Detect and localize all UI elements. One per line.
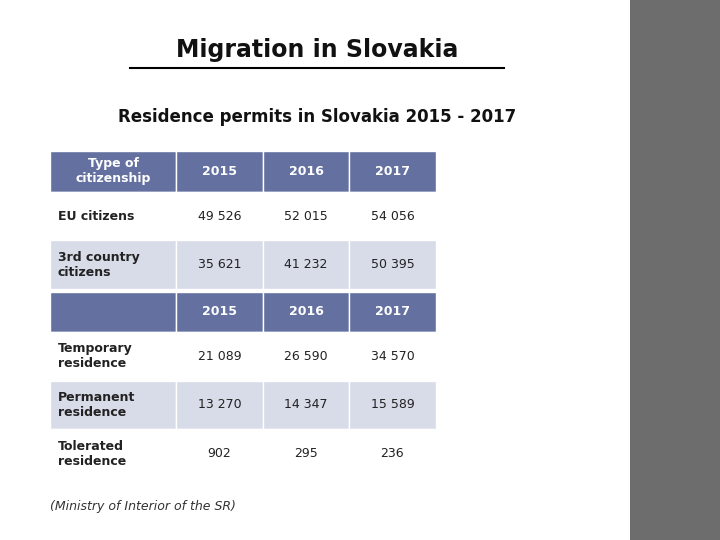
Bar [349, 292, 436, 332]
Text: 2016: 2016 [289, 305, 323, 319]
Bar [50, 381, 176, 429]
Text: 49 526: 49 526 [198, 210, 241, 222]
Bar [263, 240, 349, 289]
Text: 50 395: 50 395 [371, 258, 414, 271]
Bar [263, 332, 349, 381]
Bar [50, 240, 176, 289]
Text: Tolerated
residence: Tolerated residence [58, 440, 126, 468]
Text: Migration in Slovakia: Migration in Slovakia [176, 38, 458, 62]
Text: 35 621: 35 621 [198, 258, 241, 271]
Text: Type of
citizenship: Type of citizenship [76, 158, 151, 185]
Text: 21 089: 21 089 [198, 350, 241, 363]
Text: EU citizens: EU citizens [58, 210, 134, 222]
Text: 236: 236 [381, 447, 404, 460]
Bar [349, 240, 436, 289]
Bar [176, 192, 263, 240]
Text: 2016: 2016 [289, 165, 323, 178]
Text: 295: 295 [294, 447, 318, 460]
Text: 2017: 2017 [375, 305, 410, 319]
Text: 34 570: 34 570 [371, 350, 414, 363]
Text: 3rd country
citizens: 3rd country citizens [58, 251, 140, 279]
Bar [263, 192, 349, 240]
Bar [50, 429, 176, 478]
Bar [263, 381, 349, 429]
Bar [176, 332, 263, 381]
Text: 2017: 2017 [375, 165, 410, 178]
Text: Residence permits in Slovakia 2015 - 2017: Residence permits in Slovakia 2015 - 201… [117, 108, 516, 126]
Text: 902: 902 [208, 447, 231, 460]
Text: (Ministry of Interior of the SR): (Ministry of Interior of the SR) [50, 500, 236, 513]
Text: 54 056: 54 056 [371, 210, 414, 222]
Text: 15 589: 15 589 [371, 399, 414, 411]
Bar [50, 151, 176, 192]
Bar [176, 151, 263, 192]
Bar [263, 151, 349, 192]
Bar [349, 192, 436, 240]
Text: 13 270: 13 270 [198, 399, 241, 411]
Bar [176, 429, 263, 478]
Bar [349, 332, 436, 381]
Text: 2015: 2015 [202, 305, 237, 319]
Text: 26 590: 26 590 [284, 350, 328, 363]
Text: Temporary
residence: Temporary residence [58, 342, 132, 370]
Bar [349, 151, 436, 192]
Bar [263, 429, 349, 478]
Text: Permanent
residence: Permanent residence [58, 391, 135, 419]
Bar [263, 292, 349, 332]
Text: 41 232: 41 232 [284, 258, 328, 271]
Bar [176, 292, 263, 332]
Bar [50, 332, 176, 381]
Bar [176, 240, 263, 289]
Text: 2015: 2015 [202, 165, 237, 178]
Bar [50, 292, 176, 332]
Bar [349, 429, 436, 478]
Bar [176, 381, 263, 429]
Bar [349, 381, 436, 429]
Bar [50, 192, 176, 240]
Text: 52 015: 52 015 [284, 210, 328, 222]
Text: 14 347: 14 347 [284, 399, 328, 411]
